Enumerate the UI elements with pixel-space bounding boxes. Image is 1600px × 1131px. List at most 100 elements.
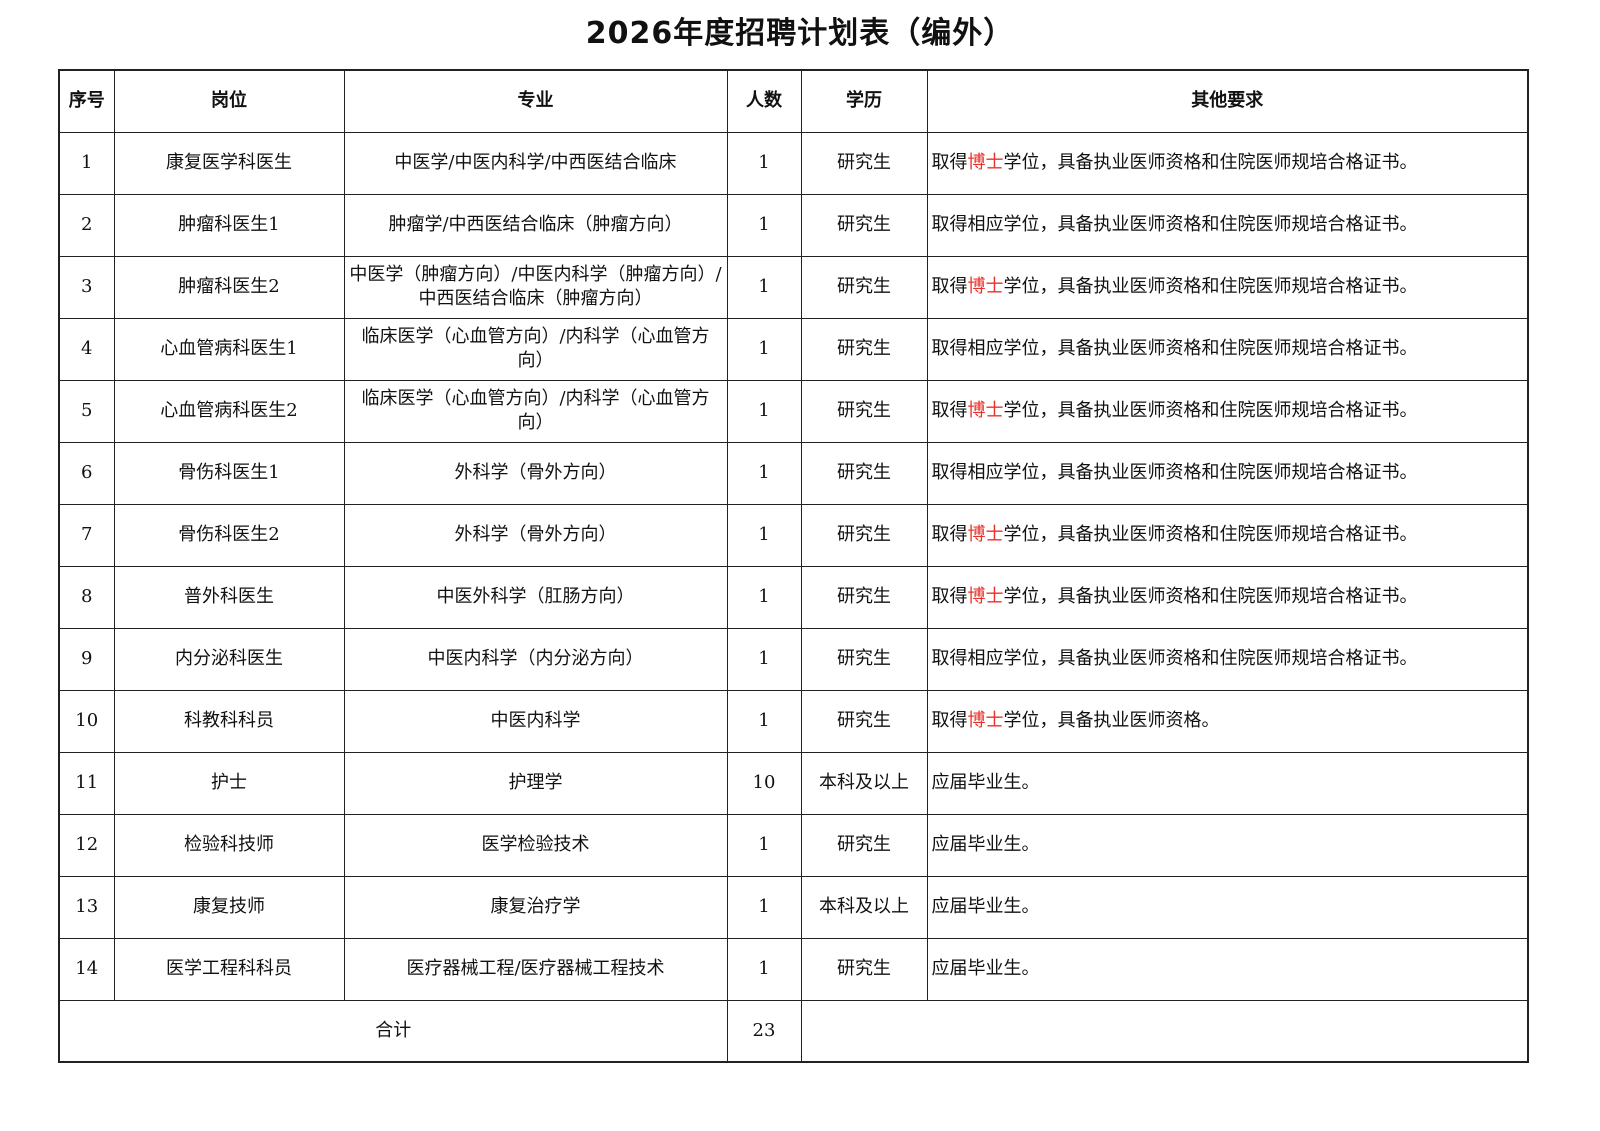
table-row: 14 医学工程科科员 医疗器械工程/医疗器械工程技术 1 研究生 应届毕业生。: [58, 937, 1529, 1001]
table-row: 8 普外科医生 中医外科学（肛肠方向） 1 研究生 取得博士学位，具备执业医师资格和住院医…: [58, 565, 1529, 629]
cell-requirements: 取得相应学位，具备执业医师资格和住院医师规培合格证书。: [926, 317, 1529, 381]
table-row: 12 检验科技师 医学检验技术 1 研究生 应届毕业生。: [58, 813, 1529, 877]
cell-requirements: 应届毕业生。: [926, 937, 1529, 1001]
highlighted-degree: 博士: [967, 276, 1004, 297]
header-requirements: 其他要求: [926, 69, 1529, 133]
cell-post: 骨伤科医生2: [113, 503, 345, 567]
cell-no: 14: [58, 937, 115, 1001]
cell-major: 临床医学（心血管方向）/内科学（心血管方向）: [343, 317, 728, 381]
cell-no: 1: [58, 131, 115, 195]
header-education: 学历: [800, 69, 928, 133]
highlighted-degree: 博士: [967, 524, 1004, 545]
table-row: 5 心血管病科医生2 临床医学（心血管方向）/内科学（心血管方向） 1 研究生 取得博士学…: [58, 379, 1529, 443]
cell-count: 1: [726, 875, 802, 939]
requirement-text: 取得相应学位，具备执业医师资格和住院医师规培合格证书。: [931, 338, 1418, 359]
cell-requirements: 取得博士学位，具备执业医师资格和住院医师规培合格证书。: [926, 565, 1529, 629]
highlighted-degree: 博士: [967, 400, 1004, 421]
cell-count: 1: [726, 441, 802, 505]
requirement-text: 学位，具备执业医师资格和住院医师规培合格证书。: [1003, 152, 1418, 173]
cell-requirements: 取得博士学位，具备执业医师资格和住院医师规培合格证书。: [926, 503, 1529, 567]
cell-post: 医学工程科科员: [113, 937, 345, 1001]
table-row: 10 科教科科员 中医内科学 1 研究生 取得博士学位，具备执业医师资格。: [58, 689, 1529, 753]
cell-count: 1: [726, 131, 802, 195]
cell-post: 护士: [113, 751, 345, 815]
cell-no: 6: [58, 441, 115, 505]
cell-requirements: 取得博士学位，具备执业医师资格和住院医师规培合格证书。: [926, 131, 1529, 195]
highlighted-degree: 博士: [967, 152, 1004, 173]
cell-education: 研究生: [800, 813, 928, 877]
cell-no: 12: [58, 813, 115, 877]
cell-post: 肿瘤科医生1: [113, 193, 345, 257]
cell-count: 1: [726, 503, 802, 567]
cell-post: 康复技师: [113, 875, 345, 939]
cell-major: 护理学: [343, 751, 728, 815]
cell-count: 1: [726, 565, 802, 629]
cell-post: 肿瘤科医生2: [113, 255, 345, 319]
requirement-text: 学位，具备执业医师资格和住院医师规培合格证书。: [1003, 586, 1418, 607]
cell-major: 外科学（骨外方向）: [343, 503, 728, 567]
cell-no: 8: [58, 565, 115, 629]
requirement-text: 学位，具备执业医师资格和住院医师规培合格证书。: [1003, 524, 1418, 545]
requirement-text: 取得: [931, 586, 968, 607]
cell-post: 康复医学科医生: [113, 131, 345, 195]
cell-major: 中医学/中医内科学/中西医结合临床: [343, 131, 728, 195]
cell-no: 7: [58, 503, 115, 567]
cell-major: 临床医学（心血管方向）/内科学（心血管方向）: [343, 379, 728, 443]
requirement-text: 取得: [931, 710, 968, 731]
requirement-text: 取得相应学位，具备执业医师资格和住院医师规培合格证书。: [931, 214, 1418, 235]
cell-count: 1: [726, 193, 802, 257]
cell-count: 1: [726, 627, 802, 691]
requirement-text: 取得: [931, 400, 968, 421]
requirement-text: 取得相应学位，具备执业医师资格和住院医师规培合格证书。: [931, 462, 1418, 483]
cell-education: 本科及以上: [800, 875, 928, 939]
cell-major: 医疗器械工程/医疗器械工程技术: [343, 937, 728, 1001]
cell-requirements: 取得博士学位，具备执业医师资格。: [926, 689, 1529, 753]
table-row: 9 内分泌科医生 中医内科学（内分泌方向） 1 研究生 取得相应学位，具备执业医师资格和住…: [58, 627, 1529, 691]
cell-requirements: 取得相应学位，具备执业医师资格和住院医师规培合格证书。: [926, 441, 1529, 505]
cell-education: 研究生: [800, 317, 928, 381]
cell-count: 1: [726, 813, 802, 877]
cell-education: 研究生: [800, 441, 928, 505]
cell-no: 9: [58, 627, 115, 691]
requirement-text: 应届毕业生。: [931, 896, 1040, 917]
cell-major: 肿瘤学/中西医结合临床（肿瘤方向）: [343, 193, 728, 257]
cell-post: 普外科医生: [113, 565, 345, 629]
cell-post: 心血管病科医生2: [113, 379, 345, 443]
cell-no: 2: [58, 193, 115, 257]
requirement-text: 取得相应学位，具备执业医师资格和住院医师规培合格证书。: [931, 648, 1418, 669]
recruitment-table: 序号 岗位 专业 人数 学历 其他要求 1 康复医学科医生 中医学/中医内科学/中西…: [58, 69, 1529, 1063]
table-row: 3 肿瘤科医生2 中医学（肿瘤方向）/中医内科学（肿瘤方向）/中西医结合临床（肿瘤方…: [58, 255, 1529, 319]
cell-count: 1: [726, 689, 802, 753]
cell-education: 研究生: [800, 503, 928, 567]
table-row: 7 骨伤科医生2 外科学（骨外方向） 1 研究生 取得博士学位，具备执业医师资格和住院医师…: [58, 503, 1529, 567]
header-post: 岗位: [113, 69, 345, 133]
requirement-text: 取得: [931, 152, 968, 173]
cell-education: 本科及以上: [800, 751, 928, 815]
table-row: 4 心血管病科医生1 临床医学（心血管方向）/内科学（心血管方向） 1 研究生 取得相应学…: [58, 317, 1529, 381]
table-row: 13 康复技师 康复治疗学 1 本科及以上 应届毕业生。: [58, 875, 1529, 939]
cell-post: 心血管病科医生1: [113, 317, 345, 381]
highlighted-degree: 博士: [967, 710, 1004, 731]
table-row: 6 骨伤科医生1 外科学（骨外方向） 1 研究生 取得相应学位，具备执业医师资格和住院医师…: [58, 441, 1529, 505]
cell-major: 外科学（骨外方向）: [343, 441, 728, 505]
header-major: 专业: [343, 69, 728, 133]
cell-education: 研究生: [800, 627, 928, 691]
cell-education: 研究生: [800, 255, 928, 319]
cell-requirements: 应届毕业生。: [926, 751, 1529, 815]
cell-major: 中医内科学（内分泌方向）: [343, 627, 728, 691]
cell-post: 内分泌科医生: [113, 627, 345, 691]
requirement-text: 取得: [931, 524, 968, 545]
cell-post: 科教科科员: [113, 689, 345, 753]
cell-requirements: 应届毕业生。: [926, 813, 1529, 877]
highlighted-degree: 博士: [967, 586, 1004, 607]
total-row: 合计 23: [58, 999, 1529, 1063]
cell-education: 研究生: [800, 565, 928, 629]
header-count: 人数: [726, 69, 802, 133]
cell-requirements: 取得博士学位，具备执业医师资格和住院医师规培合格证书。: [926, 255, 1529, 319]
cell-education: 研究生: [800, 379, 928, 443]
cell-major: 中医外科学（肛肠方向）: [343, 565, 728, 629]
requirement-text: 应届毕业生。: [931, 834, 1040, 855]
cell-major: 康复治疗学: [343, 875, 728, 939]
table-row: 11 护士 护理学 10 本科及以上 应届毕业生。: [58, 751, 1529, 815]
cell-major: 中医学（肿瘤方向）/中医内科学（肿瘤方向）/中西医结合临床（肿瘤方向）: [343, 255, 728, 319]
